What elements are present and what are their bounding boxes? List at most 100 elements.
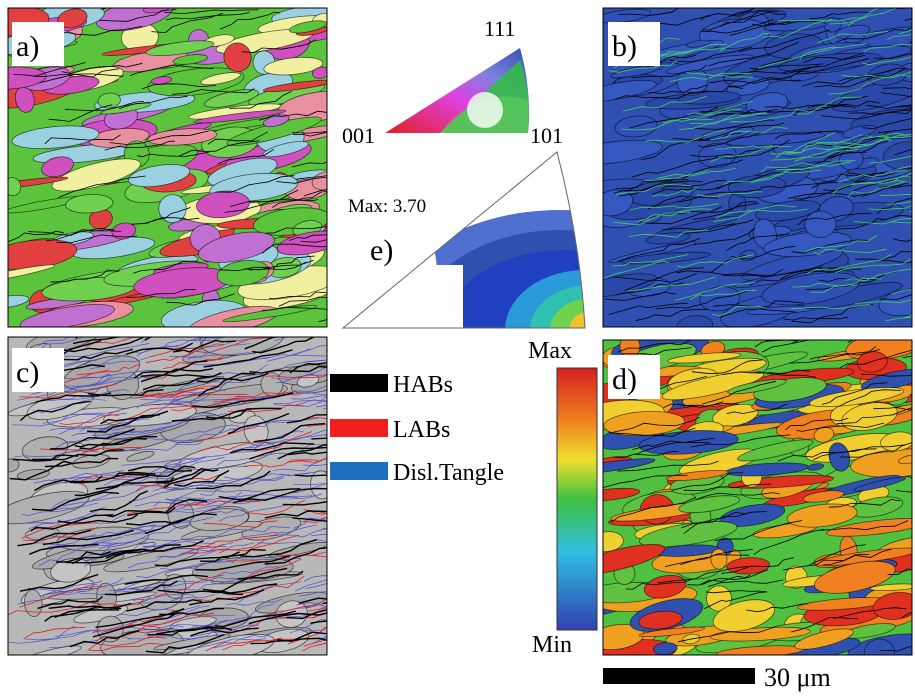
boundary (142, 371, 222, 391)
boundary (651, 186, 698, 198)
boundary (820, 106, 912, 120)
boundary (301, 517, 327, 523)
boundary (295, 578, 327, 592)
boundary (126, 289, 196, 298)
grain (828, 442, 851, 472)
boundary (54, 602, 132, 619)
boundary (622, 95, 707, 112)
boundary (292, 517, 327, 522)
boundary (617, 460, 719, 472)
boundary (693, 119, 775, 130)
boundary (615, 183, 691, 195)
boundary (143, 624, 213, 636)
boundary (749, 266, 838, 286)
boundary (647, 206, 722, 225)
boundary (288, 451, 327, 456)
boundary (109, 130, 209, 145)
grain (172, 54, 208, 65)
grain (8, 264, 56, 285)
boundary (847, 181, 906, 198)
boundary (108, 418, 188, 436)
boundary (202, 583, 278, 594)
boundary (855, 258, 912, 263)
boundary (294, 474, 327, 477)
boundary (293, 483, 327, 486)
grain (603, 531, 624, 552)
boundary (265, 374, 327, 379)
boundary (154, 574, 224, 598)
boundary (277, 631, 327, 643)
boundary (292, 483, 327, 494)
boundary (848, 167, 912, 177)
grain (839, 149, 864, 171)
boundary (132, 593, 195, 601)
pole-outline (341, 151, 586, 329)
boundary (231, 493, 323, 505)
boundary (137, 151, 210, 158)
boundary (728, 70, 801, 87)
boundary (19, 400, 91, 422)
boundary (754, 340, 775, 348)
grain (807, 463, 825, 471)
boundary (157, 589, 243, 596)
boundary (127, 498, 208, 517)
boundary (685, 219, 754, 234)
boundary (757, 47, 837, 69)
grain (193, 109, 287, 124)
boundary (162, 619, 228, 631)
boundary (749, 52, 817, 70)
boundary (142, 217, 200, 225)
boundary (296, 396, 327, 406)
boundary (709, 126, 788, 141)
boundary (809, 349, 881, 360)
boundary (277, 444, 327, 460)
colorbar-label: Min (532, 632, 572, 658)
grain (126, 450, 155, 462)
boundary (196, 470, 271, 490)
boundary (48, 104, 113, 122)
boundary (326, 583, 327, 584)
grain (263, 56, 324, 76)
boundary (302, 642, 327, 652)
boundary (8, 230, 64, 243)
boundary (792, 282, 856, 288)
boundary (809, 11, 870, 20)
boundary (233, 487, 327, 504)
boundary (618, 180, 703, 197)
boundary (726, 403, 788, 414)
boundary (98, 537, 179, 550)
boundary (750, 166, 811, 184)
boundary (815, 138, 892, 145)
boundary (299, 591, 327, 597)
boundary (749, 371, 816, 378)
boundary (124, 574, 208, 585)
boundary (610, 497, 696, 523)
grain (639, 520, 738, 548)
boundary (207, 131, 268, 145)
boundary (813, 444, 906, 461)
boundary (169, 424, 240, 441)
boundary (37, 595, 104, 610)
boundary (58, 425, 134, 435)
boundary (838, 68, 906, 82)
boundary (249, 446, 327, 460)
boundary (119, 95, 188, 110)
grain (638, 626, 706, 638)
boundary (224, 189, 299, 213)
boundary (273, 400, 327, 407)
boundary (844, 268, 912, 282)
grain (8, 458, 20, 473)
boundary (136, 612, 215, 632)
boundary (246, 433, 327, 448)
boundary (89, 356, 153, 370)
boundary (799, 43, 867, 60)
boundary (813, 248, 887, 256)
boundary (767, 103, 849, 113)
boundary (228, 404, 305, 413)
boundary (70, 630, 140, 648)
boundary (807, 544, 866, 567)
boundary (275, 176, 327, 184)
grain (178, 441, 276, 470)
boundary (704, 591, 768, 609)
